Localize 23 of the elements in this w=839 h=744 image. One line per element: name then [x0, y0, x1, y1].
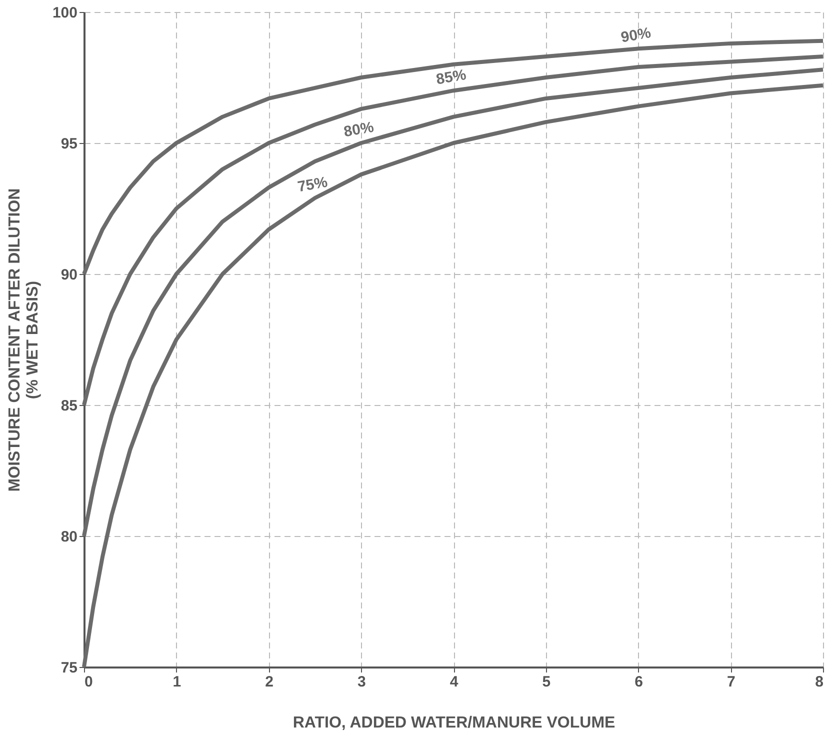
x-axis-title: RATIO, ADDED WATER/MANURE VOLUME — [292, 714, 616, 732]
x-tick-label: 2 — [265, 674, 274, 690]
y-tick-label: 95 — [60, 136, 78, 152]
text: 75% — [296, 174, 329, 196]
line-series — [82, 68, 825, 538]
y-tick-label: 85 — [60, 398, 78, 414]
y-tick-label: 100 — [52, 4, 78, 22]
line-series — [82, 54, 825, 407]
text: 80% — [342, 118, 376, 141]
text: 85% — [434, 66, 468, 88]
x-tick-label: 1 — [172, 674, 182, 690]
x-tick-label: 3 — [357, 674, 366, 690]
y-tick-label: 90 — [60, 266, 78, 284]
y-tick-label: 75 — [60, 660, 78, 676]
y-axis-title: MOISTURE CONTENT AFTER DILUTION (% WET BASIS) — [6, 188, 42, 492]
x-tick-label: 8 — [815, 674, 824, 690]
x-tick-label: 5 — [542, 674, 551, 690]
x-tick-label: 4 — [450, 674, 459, 690]
x-tick-label: 7 — [726, 674, 736, 690]
text: 90% — [620, 24, 652, 46]
x-tick-label: 0 — [84, 674, 93, 690]
x-tick-label: 6 — [634, 674, 643, 690]
y-tick-label: 80 — [60, 528, 78, 546]
